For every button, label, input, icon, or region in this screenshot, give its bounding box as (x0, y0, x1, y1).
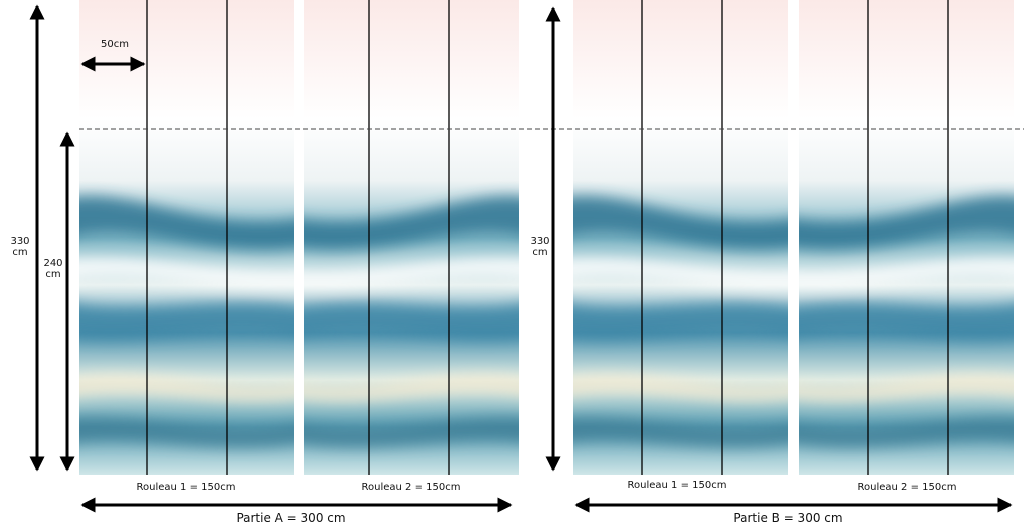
height-label: 330 (530, 236, 549, 247)
height-label: 330 (10, 236, 29, 247)
visible-height-label: 240 (43, 258, 62, 269)
roll-label: Rouleau 2 = 150cm (362, 482, 461, 493)
roll-panel (553, 0, 813, 475)
roll-panel (774, 0, 1024, 475)
strip-lines (146, 0, 949, 475)
strip-width-label: 50cm (101, 39, 129, 50)
roll-panel (279, 0, 539, 475)
part-label: Partie B = 300 cm (733, 511, 842, 525)
arrows (29, 4, 1013, 513)
part-label: Partie A = 300 cm (236, 511, 345, 525)
height-label: cm (532, 247, 547, 258)
roll-label: Rouleau 2 = 150cm (858, 482, 957, 493)
visible-height-label: cm (45, 269, 60, 280)
roll-label: Rouleau 1 = 150cm (137, 482, 236, 493)
roll-label: Rouleau 1 = 150cm (628, 480, 727, 491)
height-label: cm (12, 247, 27, 258)
roll-panel (59, 0, 319, 475)
